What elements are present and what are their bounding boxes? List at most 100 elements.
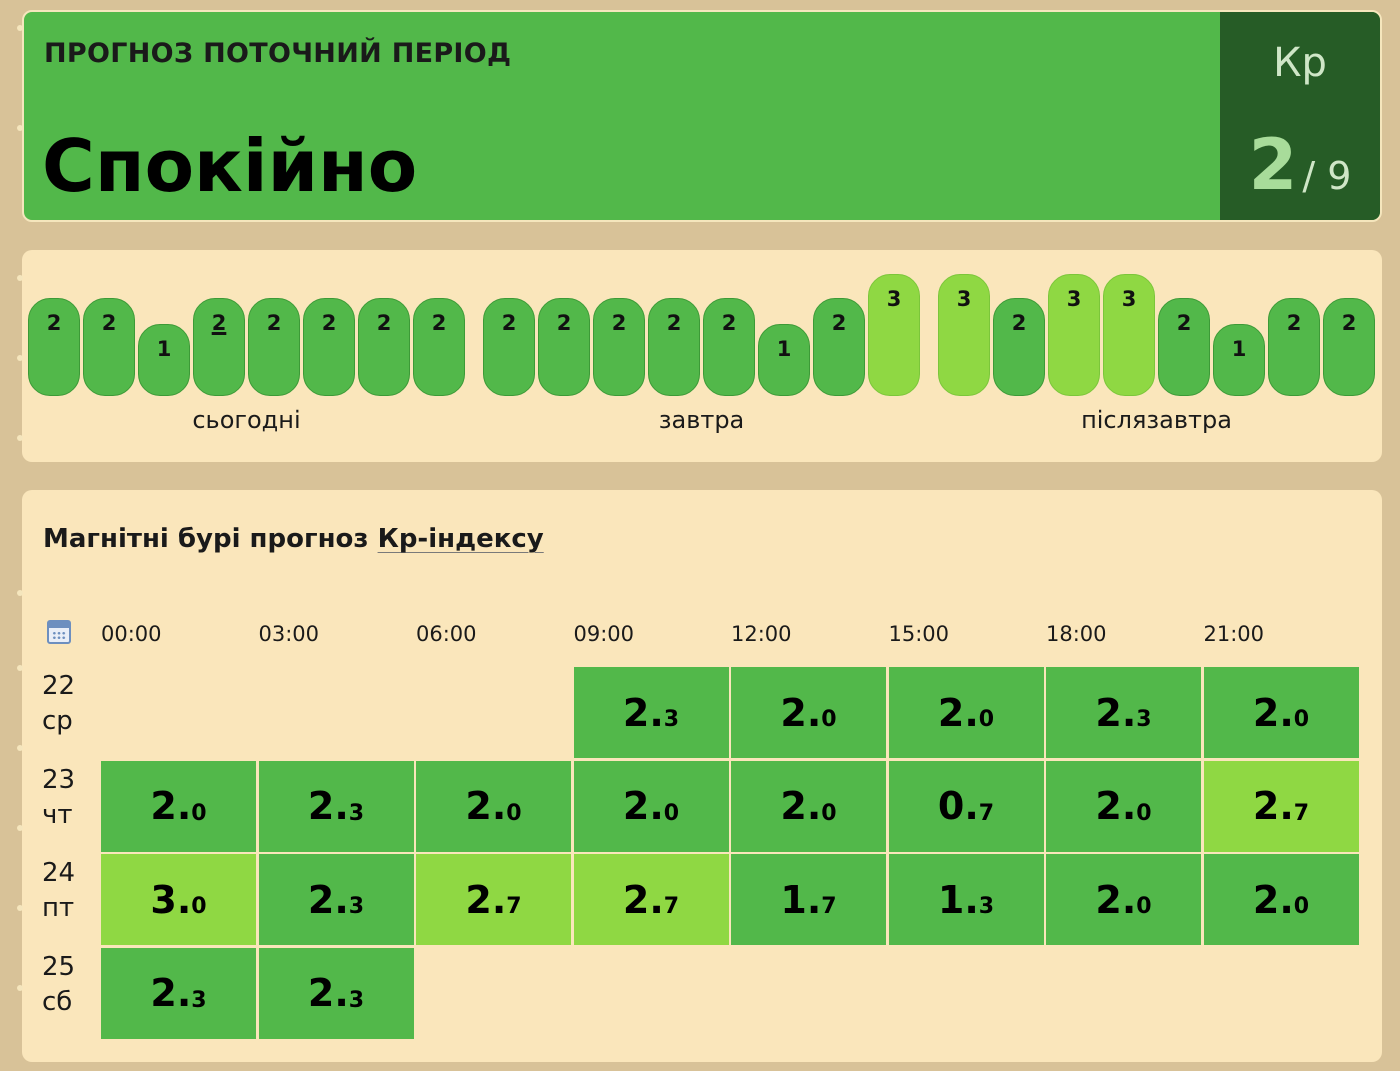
kp-table-cell: 2. 3 bbox=[258, 947, 414, 1039]
decorative-dot bbox=[17, 355, 23, 361]
forecast-bar-value: 1 bbox=[1231, 337, 1247, 361]
decorative-dot bbox=[17, 745, 23, 751]
forecast-bar[interactable]: 2 bbox=[593, 298, 645, 396]
row-date: 22 bbox=[42, 671, 76, 701]
kp-value-decimal: 0 bbox=[821, 707, 837, 732]
forecast-bar-value: 2 bbox=[831, 311, 847, 335]
forecast-bar[interactable]: 1 bbox=[1213, 324, 1265, 396]
kp-max-value: / 9 bbox=[1302, 154, 1352, 198]
kp-value-integer: 2. bbox=[150, 971, 192, 1015]
forecast-bar[interactable]: 2 bbox=[993, 298, 1045, 396]
forecast-bar[interactable]: 2 bbox=[248, 298, 300, 396]
decorative-dot bbox=[17, 590, 23, 596]
forecast-bar-value: 2 bbox=[501, 311, 517, 335]
forecast-bar[interactable]: 2 bbox=[1323, 298, 1375, 396]
kp-value-integer: 2. bbox=[780, 690, 822, 735]
kp-table-cell: 2. 0 bbox=[1046, 760, 1201, 852]
forecast-bar[interactable]: 3 bbox=[938, 274, 990, 396]
forecast-bars-row: 2 2 1 2 2 2 2 2 2 2 2 2 2 1 2 3 3 2 3 3 2 1 2 2 bbox=[28, 272, 1378, 396]
kp-value-integer: 2. bbox=[780, 784, 822, 828]
hour-header: 00:00 bbox=[101, 622, 162, 646]
kp-value-integer: 2. bbox=[150, 784, 192, 828]
kp-value-decimal: 0 bbox=[1136, 800, 1152, 826]
forecast-bar-value: 2 bbox=[266, 311, 282, 335]
kp-current-value: 2 bbox=[1248, 124, 1298, 206]
kp-table-cell: 2. 3 bbox=[258, 854, 414, 945]
kp-value-decimal: 3 bbox=[663, 707, 680, 732]
forecast-bar-value: 2 bbox=[1341, 311, 1357, 335]
forecast-bar[interactable]: 3 bbox=[868, 274, 920, 396]
kp-value-decimal: 0 bbox=[821, 800, 837, 826]
forecast-bar[interactable]: 2 bbox=[1158, 298, 1210, 396]
forecast-bar[interactable]: 1 bbox=[758, 324, 810, 396]
kp-value-integer: 2. bbox=[307, 784, 349, 828]
forecast-bar[interactable]: 2 bbox=[193, 298, 245, 396]
hour-header: 03:00 bbox=[258, 622, 320, 646]
day-label: завтра bbox=[658, 406, 745, 434]
kp-table-cell: 2. 0 bbox=[731, 667, 886, 758]
hour-header: 09:00 bbox=[573, 622, 635, 646]
kp-value-decimal: 0 bbox=[978, 707, 995, 732]
kp-value-integer: 1. bbox=[780, 877, 822, 922]
decorative-dot bbox=[17, 435, 23, 441]
kp-value-integer: 2. bbox=[1095, 690, 1137, 735]
kp-value-integer: 2. bbox=[465, 784, 507, 828]
kp-table-cell: 2. 0 bbox=[731, 760, 886, 852]
kp-table-cell: 2. 0 bbox=[1203, 854, 1359, 945]
forecast-bar[interactable]: 2 bbox=[703, 298, 755, 396]
row-date: 23 bbox=[42, 764, 76, 795]
current-forecast-card: ПРОГНОЗ ПОТОЧНИЙ ПЕРІОД Спокійно Кр 2 / … bbox=[22, 10, 1382, 222]
kp-value-decimal: 0 bbox=[191, 800, 207, 826]
kp-value-decimal: 7 bbox=[506, 894, 522, 919]
kp-value-integer: 2. bbox=[937, 690, 979, 735]
decorative-dot bbox=[17, 905, 23, 911]
row-date: 25 bbox=[42, 951, 76, 982]
forecast-bar[interactable]: 3 bbox=[1103, 274, 1155, 396]
kp-value-decimal: 7 bbox=[1293, 800, 1310, 826]
forecast-bar[interactable]: 2 bbox=[303, 298, 355, 396]
forecast-bar[interactable]: 2 bbox=[413, 298, 465, 396]
forecast-bar[interactable]: 2 bbox=[1268, 298, 1320, 396]
row-weekday: ср bbox=[42, 706, 73, 736]
kp-table-cell: 2. 0 bbox=[416, 760, 571, 852]
kp-value-integer: 2. bbox=[1095, 784, 1137, 828]
decorative-dot bbox=[17, 125, 23, 131]
kp-value-integer: 2. bbox=[622, 784, 664, 828]
kp-table-cell: 2. 7 bbox=[573, 854, 729, 945]
kp-value-decimal: 3 bbox=[348, 894, 365, 919]
kp-table-cell: 2. 0 bbox=[888, 667, 1044, 758]
decorative-dot bbox=[17, 25, 23, 31]
forecast-bar[interactable]: 2 bbox=[813, 298, 865, 396]
forecast-bar-value: 2 bbox=[611, 311, 627, 335]
row-date: 24 bbox=[42, 858, 76, 888]
kp-value-wrap: 2 / 9 bbox=[1220, 124, 1380, 206]
forecast-bar[interactable]: 2 bbox=[483, 298, 535, 396]
forecast-subtitle: ПРОГНОЗ ПОТОЧНИЙ ПЕРІОД bbox=[44, 38, 512, 69]
kp-index-box: Кр 2 / 9 bbox=[1220, 12, 1380, 220]
kp-table-cell: 2. 0 bbox=[101, 760, 256, 852]
kp-value-decimal: 7 bbox=[821, 894, 837, 919]
kp-value-decimal: 0 bbox=[1293, 894, 1310, 919]
day-label: сьогодні bbox=[192, 406, 301, 434]
kp-table-cell: 2. 3 bbox=[573, 667, 729, 758]
kp-value-decimal: 3 bbox=[348, 987, 365, 1013]
forecast-bar[interactable]: 2 bbox=[538, 298, 590, 396]
forecast-bar[interactable]: 2 bbox=[358, 298, 410, 396]
forecast-bar[interactable]: 2 bbox=[28, 298, 80, 396]
kp-value-decimal: 7 bbox=[978, 800, 995, 826]
kp-index-link[interactable]: Кр-індексу bbox=[377, 524, 544, 554]
kp-value-integer: 2. bbox=[465, 877, 507, 922]
kp-value-decimal: 0 bbox=[1136, 894, 1152, 919]
forecast-bar[interactable]: 2 bbox=[83, 298, 135, 396]
kp-table-cell: 3. 0 bbox=[101, 854, 256, 945]
kp-value-decimal: 0 bbox=[663, 800, 680, 826]
forecast-bar[interactable]: 2 bbox=[648, 298, 700, 396]
kp-value-integer: 2. bbox=[307, 971, 349, 1015]
forecast-bar[interactable]: 1 bbox=[138, 324, 190, 396]
kp-value-decimal: 3 bbox=[191, 987, 207, 1013]
kp-value-decimal: 0 bbox=[1293, 707, 1310, 732]
decorative-dot bbox=[17, 985, 23, 991]
forecast-bars-card: 2 2 1 2 2 2 2 2 2 2 2 2 2 1 2 3 3 2 3 3 2 1 2 2 сьогодні завтра п… bbox=[22, 250, 1382, 462]
kp-value-integer: 3. bbox=[150, 877, 192, 922]
forecast-bar[interactable]: 3 bbox=[1048, 274, 1100, 396]
